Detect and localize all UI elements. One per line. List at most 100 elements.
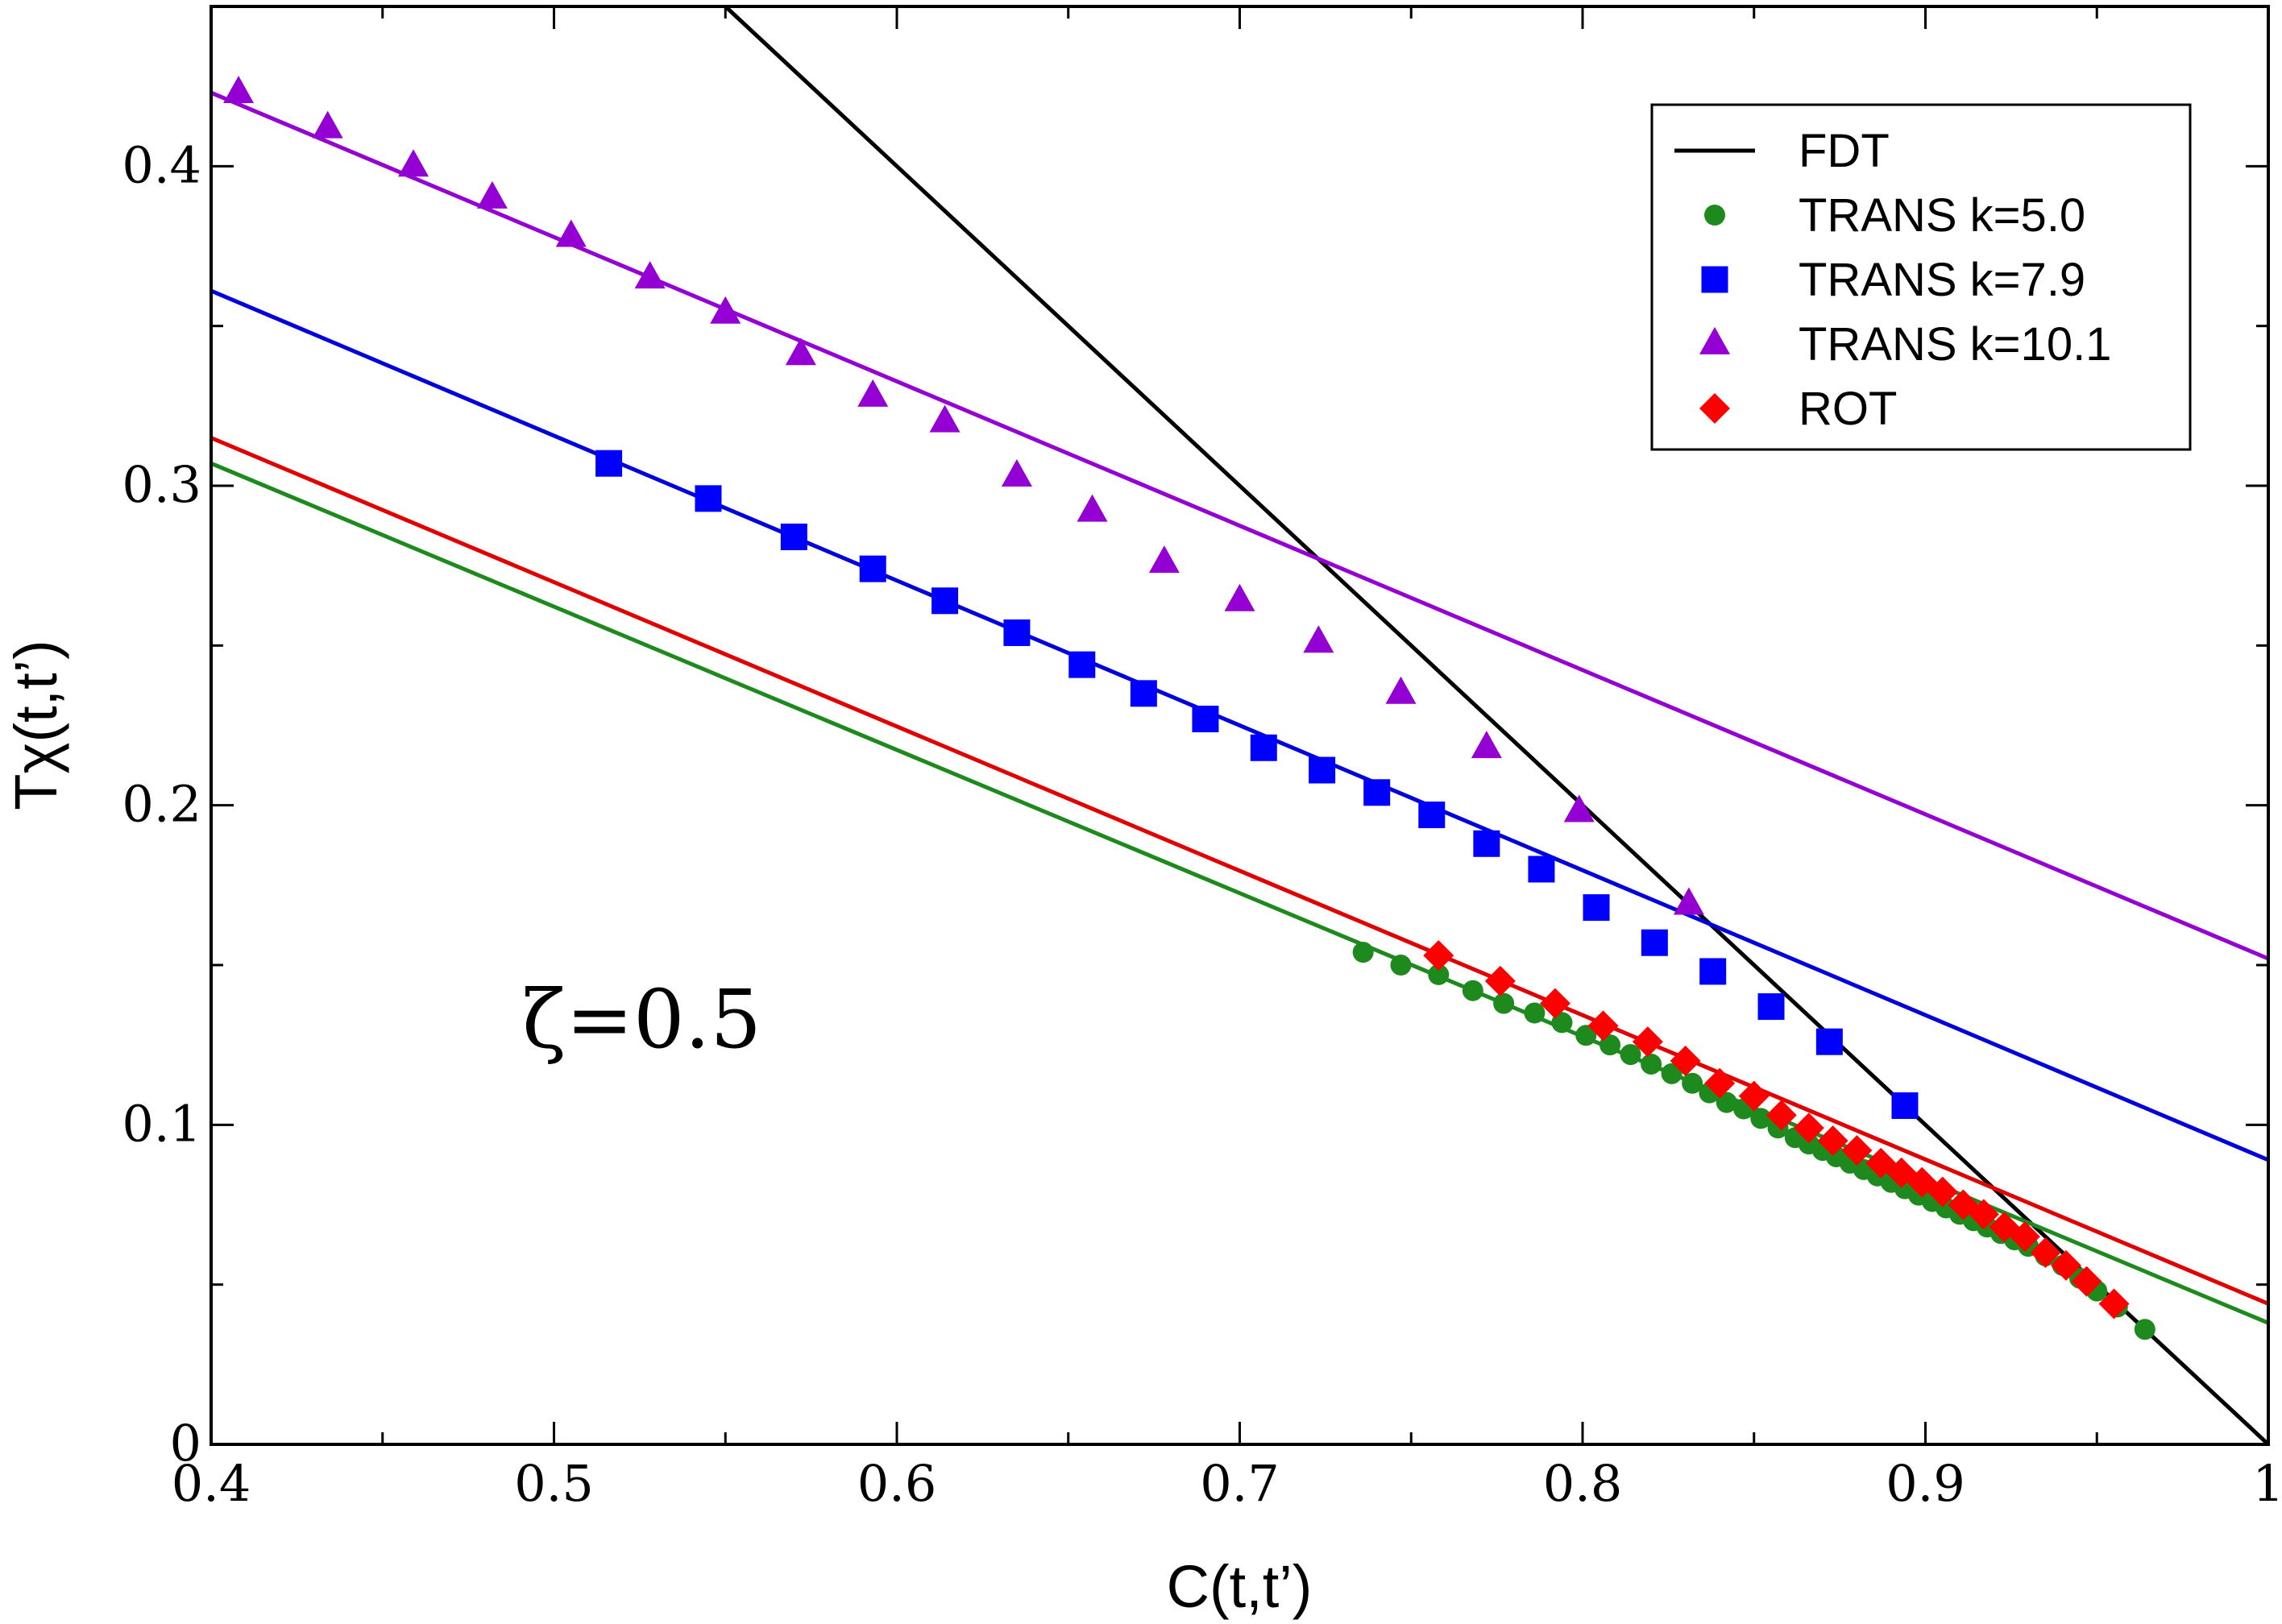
data-point: [2009, 1221, 2040, 1253]
data-point: [1750, 1108, 1772, 1129]
legend-label: TRANS k=5.0: [1799, 189, 2085, 242]
data-point: [2071, 1266, 2102, 1297]
line-rot-fit: [211, 436, 2268, 1306]
data-point: [1927, 1176, 1958, 1208]
data-point: [1661, 1063, 1682, 1084]
data-point: [1473, 830, 1500, 857]
data-point: [2050, 1249, 2081, 1281]
data-point: [1077, 494, 1108, 522]
x-tick-label: 0.8: [1543, 1454, 1623, 1513]
data-point: [1793, 1112, 1824, 1144]
data-point: [1673, 887, 1704, 915]
series-rot: [1423, 940, 2130, 1320]
data-point: [695, 485, 722, 512]
data-point: [1524, 1002, 1546, 1024]
data-point: [312, 110, 343, 139]
data-point: [1303, 625, 1334, 653]
data-point: [1385, 676, 1417, 704]
y-tick-label: 0.4: [122, 135, 201, 194]
zeta-annotation: ζ=0.5: [522, 972, 761, 1067]
x-tick-label: 0.6: [857, 1454, 937, 1513]
series-trans-k-5-0: [1352, 942, 2155, 1340]
data-point: [1599, 1034, 1621, 1056]
data-point: [785, 338, 816, 366]
data-point: [1563, 794, 1595, 822]
data-point: [1224, 583, 1255, 611]
data-point: [1390, 955, 1412, 976]
y-axis-title: Tχ(t,t’): [2, 640, 69, 810]
data-point: [2098, 1288, 2130, 1320]
data-point: [931, 587, 959, 615]
data-point: [398, 149, 429, 177]
plot-frame: [210, 5, 2270, 1446]
data-point: [1815, 1028, 1843, 1055]
data-point: [1418, 802, 1446, 829]
plot-area: [211, 6, 2268, 1444]
legend-label: FDT: [1799, 125, 1890, 177]
legend-label: TRANS k=7.9: [1799, 254, 2085, 306]
data-point: [1716, 1092, 1737, 1113]
data-point: [1484, 965, 1516, 996]
data-point: [1765, 1100, 1797, 1131]
data-point: [780, 523, 807, 550]
data-point: [1352, 942, 1374, 963]
legend-swatch-circle: [1704, 205, 1725, 226]
data-point: [1704, 1067, 1736, 1099]
data-point: [1575, 1025, 1597, 1046]
data-point: [1757, 993, 1785, 1021]
data-point: [595, 450, 623, 477]
x-tick-label: 0.5: [514, 1454, 594, 1513]
legend: FDT TRANS k=5.0 TRANS k=7.9 TRANS k=10.1 ROT: [1650, 103, 2192, 451]
data-point: [1682, 1072, 1703, 1094]
data-point: [859, 555, 886, 582]
data-point: [1148, 545, 1180, 574]
y-tick-label: 0.1: [122, 1094, 201, 1153]
x-axis-title: C(t,t’): [1167, 1553, 1313, 1620]
data-point: [1641, 929, 1668, 956]
data-point: [1130, 680, 1157, 707]
data-point: [1670, 1046, 1701, 1076]
data-point: [1250, 734, 1277, 761]
data-point: [710, 296, 741, 324]
tick-labels: 0.4 0.5 0.6 0.7 0.8 0.9 1 0 0.1 0.2 0.3 0.4: [122, 135, 2282, 1513]
data-point: [1587, 1010, 1619, 1042]
line-trans-k-10-1-fit: [211, 90, 2268, 961]
data-point: [1528, 856, 1555, 883]
data-point: [2134, 1319, 2155, 1340]
data-point: [1423, 940, 1454, 972]
data-point: [634, 261, 666, 289]
y-tick-label: 0.2: [122, 775, 201, 834]
data-point: [1632, 1026, 1663, 1058]
data-point: [1428, 963, 1450, 985]
x-tick-label: 0.7: [1200, 1454, 1280, 1513]
data-point: [1551, 1012, 1573, 1034]
data-point: [223, 76, 255, 104]
data-point: [929, 404, 961, 433]
data-point: [1003, 619, 1031, 646]
data-point: [1192, 706, 1219, 733]
line-fdt: [724, 6, 2268, 1444]
data-point: [1817, 1125, 1848, 1157]
data-point: [555, 219, 587, 247]
data-point: [1309, 756, 1336, 784]
data-point: [1493, 992, 1515, 1014]
data-point: [476, 180, 508, 209]
data-point: [2030, 1237, 2061, 1268]
legend-swatch-diamond: [1699, 393, 1730, 424]
line-trans-k-7-9-fit: [211, 288, 2268, 1162]
data-point: [1363, 779, 1391, 806]
legend-box: [1650, 103, 2192, 451]
legend-label: ROT: [1799, 383, 1897, 435]
legend-swatch-triangle: [1699, 326, 1730, 354]
data-point: [1641, 1053, 1662, 1075]
data-point: [1539, 988, 1570, 1019]
data-point: [1841, 1135, 1873, 1166]
legend-swatch-square: [1701, 266, 1728, 293]
data-point: [1462, 980, 1483, 1001]
x-tick-label: 0.9: [1886, 1454, 1965, 1513]
data-point: [1583, 894, 1610, 922]
data-point: [1968, 1199, 1999, 1230]
legend-label: TRANS k=10.1: [1799, 318, 2111, 371]
data-point: [1068, 651, 1096, 678]
